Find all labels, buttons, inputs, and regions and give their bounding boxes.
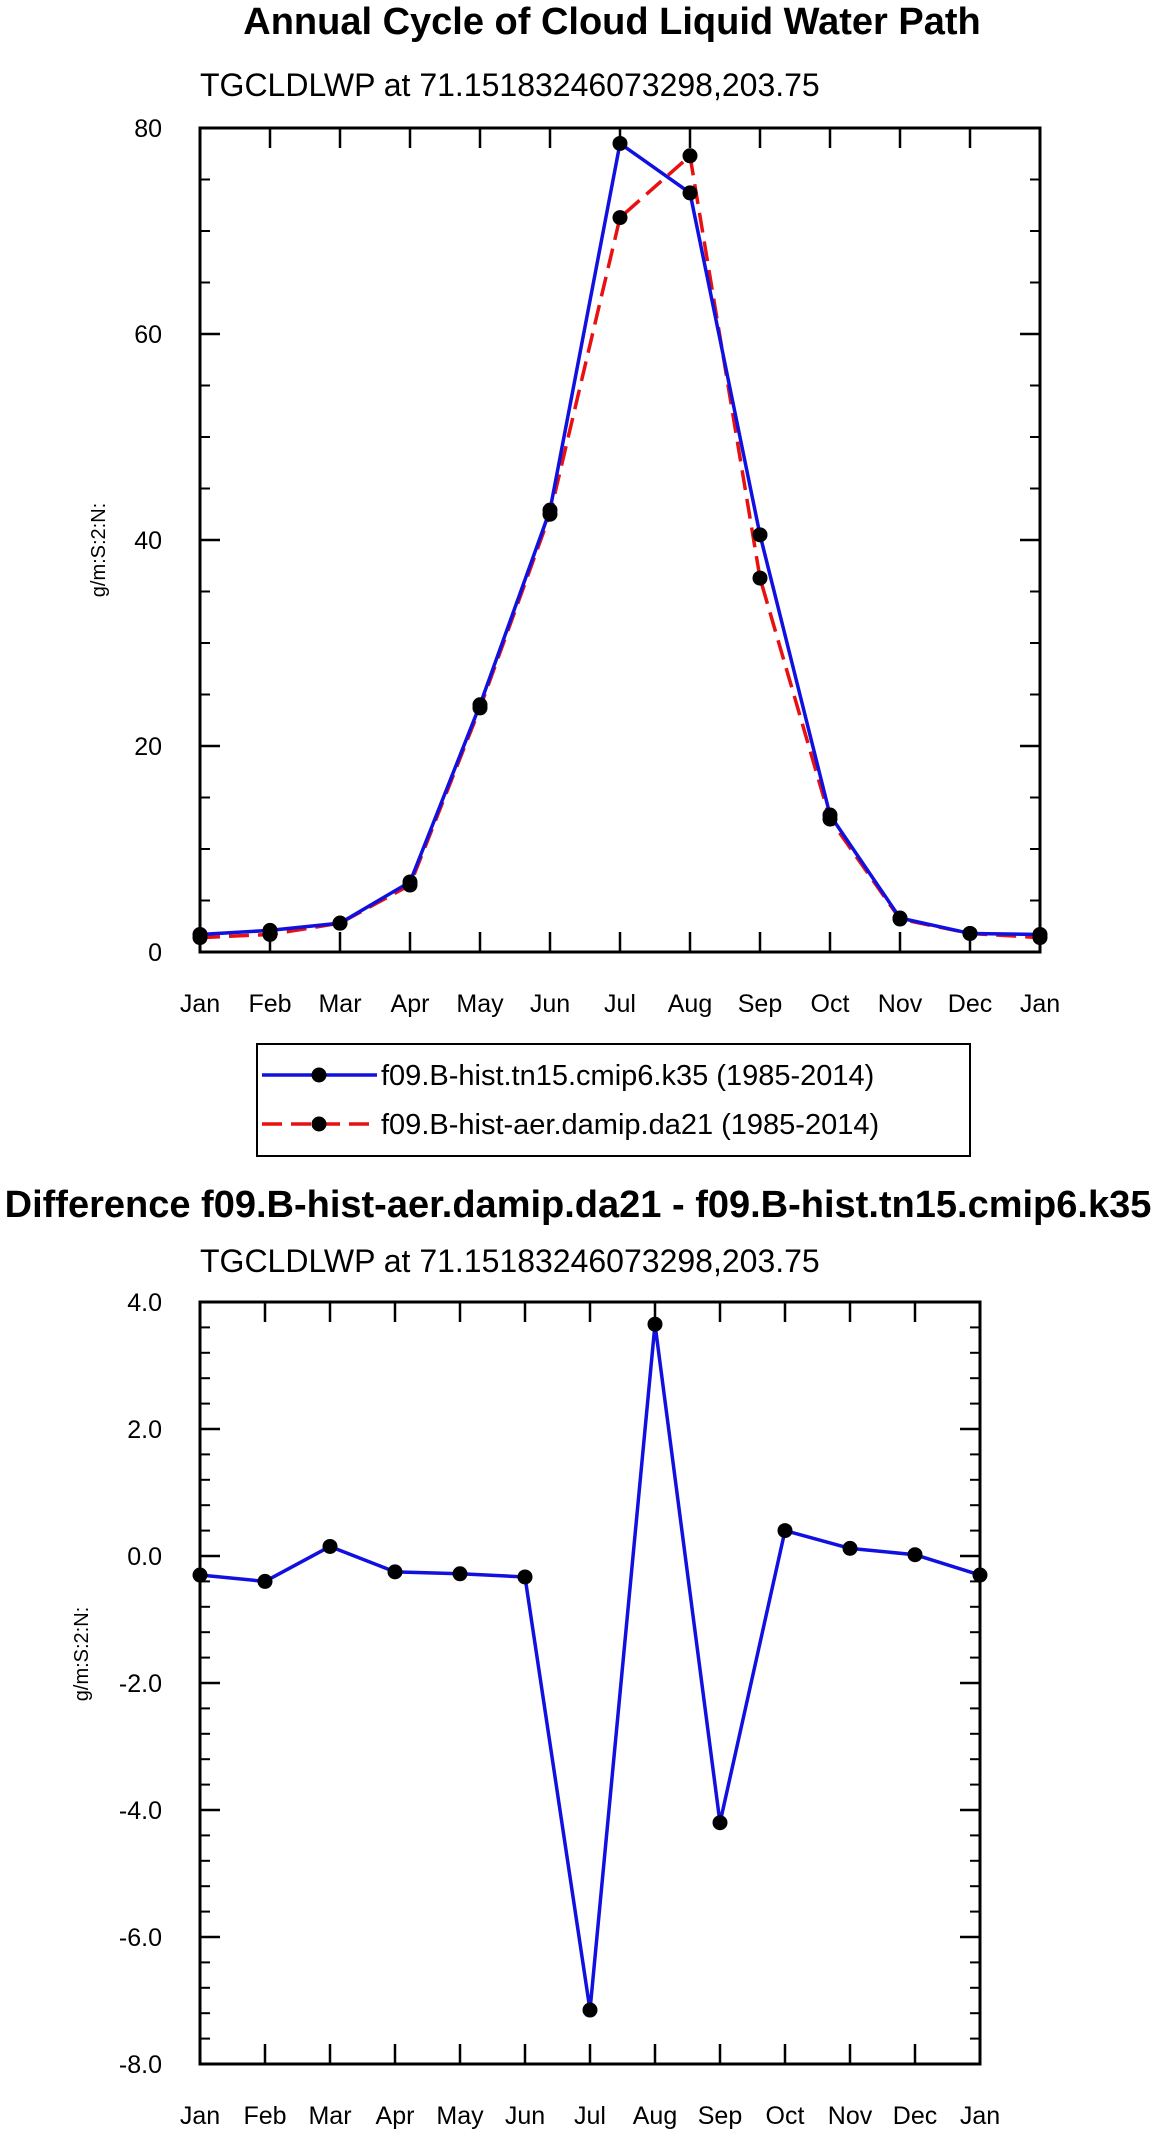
top-chart-data-point-s0-8 (752, 527, 768, 543)
bottom-chart-x-tick-label: Feb (243, 2102, 286, 2130)
top-chart-x-tick-label: Apr (391, 990, 430, 1018)
legend-label-damip: f09.B-hist-aer.damip.da21 (1985-2014) (381, 1109, 879, 1141)
bottom-chart-series-line-0 (199, 1322, 981, 2012)
bottom-chart-y-tick-label: -2.0 (119, 1670, 162, 1698)
top-chart-legend: f09.B-hist.tn15.cmip6.k35 (1985-2014) f0… (256, 1043, 971, 1157)
legend-label-cmip6: f09.B-hist.tn15.cmip6.k35 (1985-2014) (381, 1060, 874, 1092)
bottom-chart-x-tick-label: Jan (180, 2102, 220, 2130)
bottom-chart-frame (198, 1300, 982, 2066)
bottom-chart-data-point-s0-6 (582, 2002, 598, 2018)
top-chart-y-tick-label: 20 (134, 733, 162, 761)
top-chart-x-tick-label: Nov (878, 990, 923, 1018)
top-chart-data-point-s1-10 (892, 911, 908, 927)
bottom-chart-data-point-s0-2 (322, 1538, 338, 1554)
bottom-chart-data-point-s0-3 (387, 1564, 403, 1580)
top-chart-data-point-s1-9 (822, 811, 838, 827)
top-chart-frame (198, 126, 1042, 954)
bottom-chart-y-tick-label: -4.0 (119, 1797, 162, 1825)
bottom-chart-y-tick-label: 0.0 (127, 1543, 162, 1571)
bottom-chart-data-point-s0-0 (192, 1567, 208, 1583)
top-chart-data-point-s1-6 (612, 210, 628, 226)
bottom-chart-data-point-s0-11 (907, 1547, 923, 1563)
top-chart-x-tick-label: Oct (811, 990, 850, 1018)
top-chart-title: Annual Cycle of Cloud Liquid Water Path (243, 1, 981, 43)
bottom-chart-x-tick-label: Sep (698, 2102, 742, 2130)
bottom-chart-x-tick-label: Jul (574, 2102, 606, 2130)
top-chart-x-tick-label: May (456, 990, 504, 1018)
bottom-chart-data-point-s0-10 (842, 1540, 858, 1556)
top-chart-data-point-s1-0 (192, 930, 208, 946)
top-chart-data-point-s1-5 (542, 506, 558, 522)
top-chart-subtitle: TGCLDLWP at 71.15183246073298,203.75 (200, 67, 820, 103)
bottom-chart-data-point-s0-5 (517, 1569, 533, 1585)
bottom-chart-data-point-s0-7 (647, 1316, 663, 1332)
top-chart-x-tick-label: Mar (318, 990, 361, 1018)
bottom-chart-x-tick-label: Dec (893, 2102, 937, 2130)
bottom-chart-x-tick-label: Mar (308, 2102, 351, 2130)
bottom-chart-x-tick-label: Jun (505, 2102, 545, 2130)
top-chart-data-point-s0-7 (682, 185, 698, 201)
top-chart-data-point-s1-4 (472, 700, 488, 716)
top-chart-x-tick-label: Sep (738, 990, 782, 1018)
bottom-chart-x-tick-label: May (436, 2102, 484, 2130)
top-chart-y-tick-label: 40 (134, 527, 162, 555)
top-chart-data-point-s1-12 (1032, 930, 1048, 946)
top-chart-y-axis-title: g/m:S:2:N: (88, 503, 110, 597)
bottom-chart-y-tick-label: -6.0 (119, 1924, 162, 1952)
top-chart-y-tick-label: 60 (134, 321, 162, 349)
top-chart-data-point-s1-2 (332, 915, 348, 931)
top-chart-x-tick-label: Aug (668, 990, 712, 1018)
bottom-chart-y-tick-label: -8.0 (119, 2051, 162, 2079)
top-chart-plot-area: Jan Feb Mar Apr May Jun Jul Aug Sep Oct Nov Dec Jan 0… (134, 115, 1060, 1018)
top-chart-x-tick-label: Dec (948, 990, 992, 1018)
bottom-chart-y-tick-label: 2.0 (127, 1416, 162, 1444)
bottom-chart-data-point-s0-4 (452, 1566, 468, 1582)
bottom-chart-x-tick-label: Jan (960, 2102, 1000, 2130)
legend-marker-cmip6 (311, 1067, 327, 1083)
top-chart-data-point-s0-6 (612, 135, 628, 151)
top-chart-series-line-1 (199, 154, 1041, 940)
bottom-chart-x-tick-label: Nov (828, 2102, 873, 2130)
top-chart-x-tick-label: Jul (604, 990, 636, 1018)
bottom-chart-y-tick-label: 4.0 (127, 1289, 162, 1317)
top-chart-data-point-s1-3 (402, 877, 418, 893)
top-chart-x-tick-label: Jan (180, 990, 220, 1018)
bottom-chart-data-point-s0-1 (257, 1573, 273, 1589)
top-chart-data-point-s1-7 (682, 148, 698, 164)
top-chart-y-tick-label: 80 (134, 115, 162, 143)
bottom-chart-data-point-s0-12 (972, 1567, 988, 1583)
bottom-chart-data-point-s0-8 (712, 1815, 728, 1831)
top-chart-data-point-s1-11 (962, 925, 978, 941)
top-chart-data-point-s1-8 (752, 570, 768, 586)
top-chart-series-line-0 (199, 141, 1041, 937)
legend-marker-damip (311, 1116, 327, 1132)
top-chart-x-tick-label: Jan (1020, 990, 1060, 1018)
bottom-chart-x-tick-label: Oct (766, 2102, 805, 2130)
bottom-chart-title: Difference f09.B-hist-aer.damip.da21 - f… (5, 1184, 1152, 1226)
top-chart-y-tick-label: 0 (148, 939, 162, 967)
top-chart-x-tick-label: Feb (248, 990, 291, 1018)
bottom-chart-x-tick-label: Aug (633, 2102, 677, 2130)
bottom-chart-x-tick-label: Apr (376, 2102, 415, 2130)
legend-box (256, 1043, 971, 1157)
top-chart-data-point-s1-1 (262, 926, 278, 942)
bottom-chart-plot-area: Jan Feb Mar Apr May Jun Jul Aug Sep Oct Nov Dec Jan-… (119, 1289, 1000, 2130)
top-chart-x-tick-label: Jun (530, 990, 570, 1018)
bottom-chart-y-axis-title: g/m:S:2:N: (71, 1607, 93, 1701)
bottom-chart-data-point-s0-9 (777, 1523, 793, 1539)
bottom-chart-subtitle: TGCLDLWP at 71.15183246073298,203.75 (200, 1243, 820, 1279)
